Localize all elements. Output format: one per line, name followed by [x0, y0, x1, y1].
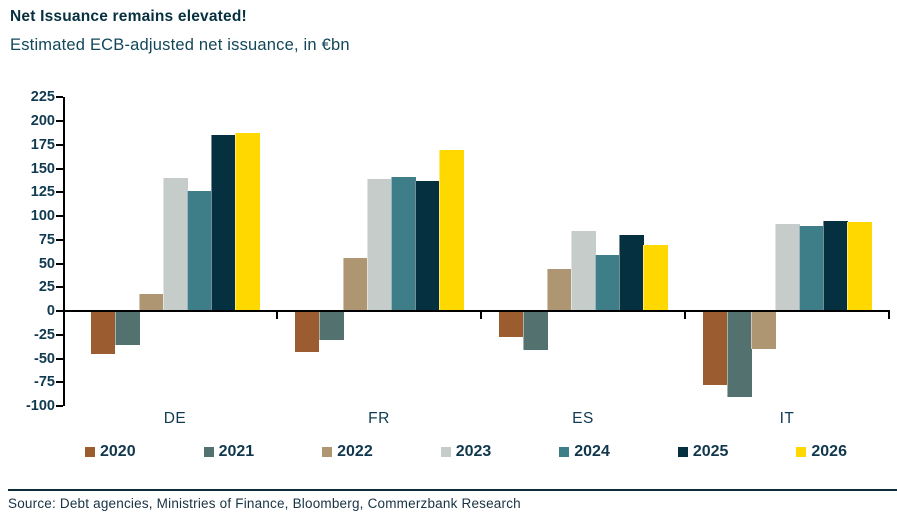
legend-item-2020: 2020 [85, 443, 136, 461]
legend-item-2024: 2024 [559, 443, 610, 461]
x-axis-label-FR: FR [368, 410, 390, 427]
y-axis-tick-label: -100 [25, 398, 55, 414]
y-axis-tick-label: -50 [34, 350, 55, 367]
legend-swatch-2021 [203, 447, 214, 457]
y-axis-tick [56, 167, 63, 170]
zero-baseline [63, 310, 890, 312]
bar-2022-IT [751, 311, 776, 349]
legend-swatch-2026 [796, 447, 807, 457]
x-axis-tick [684, 312, 686, 319]
bar-2020-IT [703, 311, 727, 386]
legend-label-2023: 2023 [455, 443, 492, 460]
y-axis-tick [56, 120, 63, 122]
y-axis-tick-label: 125 [30, 184, 55, 201]
bar-2023-FR [367, 178, 392, 311]
x-axis-tick [888, 312, 890, 319]
bar-2021-ES [523, 311, 548, 350]
y-axis-tick [56, 333, 63, 336]
y-axis-tick [56, 262, 63, 265]
chart-title: Net Issuance remains elevated! [10, 8, 247, 25]
bar-2020-DE [91, 311, 115, 354]
legend-item-2025: 2025 [677, 443, 729, 461]
bar-2024-ES [595, 254, 620, 311]
bar-2026-ES [643, 245, 668, 311]
chart-subtitle: Estimated ECB-adjusted net issuance, in … [10, 36, 350, 54]
legend-label-2024: 2024 [574, 443, 610, 460]
bar-2023-ES [571, 231, 596, 311]
bar-2022-ES [547, 269, 572, 311]
x-axis-label-DE: DE [163, 410, 187, 427]
x-axis-tick [276, 312, 278, 319]
bar-2026-FR [439, 149, 464, 311]
bar-2023-IT [775, 223, 800, 311]
y-axis-tick-label: 150 [30, 160, 55, 177]
bar-2025-IT [823, 220, 848, 311]
x-axis-tick [480, 312, 482, 319]
y-axis-tick [56, 96, 63, 99]
y-axis-tick-label: 50 [38, 255, 55, 272]
legend-swatch-2025 [677, 447, 688, 457]
y-axis-tick [56, 405, 63, 407]
bar-2026-DE [235, 133, 260, 311]
bar-2020-ES [499, 311, 523, 337]
y-axis-tick-label: 175 [30, 136, 55, 153]
bar-2025-DE [211, 135, 236, 311]
legend-swatch-2020 [85, 447, 95, 457]
legend-label-2026: 2026 [811, 443, 847, 460]
bar-2023-DE [163, 178, 188, 311]
legend-item-2023: 2023 [440, 443, 492, 461]
bar-2022-FR [343, 257, 368, 311]
y-axis-tick [56, 310, 63, 312]
bar-2024-IT [799, 225, 824, 311]
y-axis-tick-label: 75 [38, 231, 55, 248]
y-axis-tick-label: 200 [30, 113, 55, 129]
y-axis-tick [56, 143, 63, 146]
legend-item-2026: 2026 [796, 443, 847, 461]
y-axis-tick [56, 215, 63, 217]
legend-label-2021: 2021 [218, 443, 255, 460]
bar-2022-DE [139, 293, 164, 311]
legend-label-2020: 2020 [100, 443, 136, 460]
bar-2021-DE [115, 311, 140, 346]
bar-2021-IT [727, 311, 752, 398]
bar-2026-IT [847, 221, 872, 311]
y-axis-tick [56, 286, 63, 289]
bar-2024-DE [187, 191, 212, 311]
legend: 2020 2021 2022 2023 2024 2025 2026 [85, 443, 847, 461]
y-axis-line [63, 97, 65, 406]
y-axis-tick [56, 381, 63, 384]
legend-label-2022: 2022 [337, 443, 373, 460]
x-axis-label-IT: IT [779, 410, 795, 427]
bar-2020-FR [295, 311, 319, 352]
legend-swatch-2022 [322, 447, 333, 457]
y-axis-tick-label: 225 [30, 89, 55, 106]
y-axis-tick-label: 100 [30, 208, 55, 224]
source-text: Source: Debt agencies, Ministries of Fin… [8, 496, 521, 511]
bar-2021-FR [319, 311, 344, 340]
legend-swatch-2023 [440, 447, 451, 457]
y-axis-tick-label: -25 [34, 326, 55, 343]
y-axis-tick-label: 25 [38, 279, 55, 296]
y-axis-tick-label: 0 [46, 303, 55, 319]
legend-swatch-2024 [559, 447, 570, 457]
legend-label-2025: 2025 [692, 443, 729, 460]
legend-item-2022: 2022 [322, 443, 373, 461]
y-axis-tick-label: -75 [34, 374, 55, 391]
y-axis-tick [56, 357, 63, 360]
bar-2025-FR [415, 180, 440, 311]
bar-2025-ES [619, 235, 644, 311]
bar-chart-plot-area: DE FR ES IT 225 200 175 150 125 100 75 50 25 0 -25 -50 -… [25, 89, 890, 427]
y-axis-tick [56, 191, 63, 194]
x-axis-label-ES: ES [572, 410, 594, 427]
bar-2024-FR [391, 177, 416, 311]
footer-divider [8, 489, 897, 491]
y-axis-tick [56, 238, 63, 241]
legend-item-2021: 2021 [203, 443, 255, 461]
